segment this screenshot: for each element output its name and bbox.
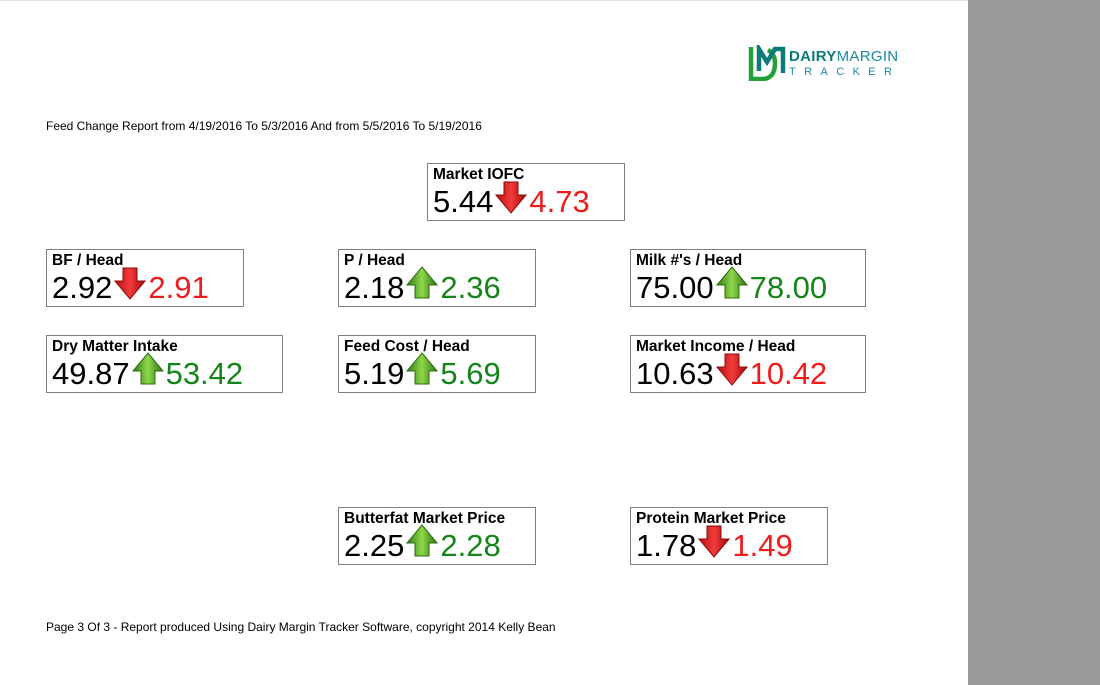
- metric-label: BF / Head: [52, 252, 124, 269]
- up-arrow-icon: [715, 265, 748, 305]
- metric-card-market-income-head: Market Income / Head 10.63 10.42: [630, 335, 866, 393]
- down-arrow-icon: [698, 524, 731, 563]
- metric-label: Milk #'s / Head: [636, 252, 743, 269]
- metric-values: 2.25 2.28: [344, 523, 535, 563]
- logo-word-margin: MARGIN: [836, 48, 899, 65]
- down-arrow-icon: [715, 352, 748, 391]
- dairy-margin-tracker-logo: DAIRYMARGIN TRACKER: [748, 45, 928, 85]
- metric-before-value: 5.44: [433, 183, 494, 219]
- metric-label: Market IOFC: [433, 166, 525, 183]
- metric-values: 1.78 1.49: [636, 524, 827, 563]
- metric-values: 75.00 78.00: [636, 265, 865, 305]
- logo-word-dairy: DAIRY: [789, 48, 837, 65]
- logo-text: DAIRYMARGIN TRACKER: [789, 49, 900, 78]
- up-arrow-icon: [406, 351, 439, 391]
- metric-card-feed-cost-head: Feed Cost / Head 5.19 5.69: [338, 335, 536, 393]
- metric-after-value: 4.73: [529, 183, 590, 219]
- up-arrow-icon: [131, 351, 164, 391]
- metric-before-value: 75.00: [636, 269, 714, 305]
- metric-card-bf-head: BF / Head 2.92 2.91: [46, 249, 244, 307]
- metric-before-value: 2.25: [344, 527, 405, 563]
- metric-after-value: 10.42: [749, 355, 828, 391]
- report-title: Feed Change Report from 4/19/2016 To 5/3…: [46, 119, 482, 133]
- metric-values: 2.18 2.36: [344, 265, 535, 305]
- down-arrow-icon: [114, 266, 147, 305]
- metric-before-value: 2.18: [344, 269, 405, 305]
- metric-values: 2.92 2.91: [52, 266, 243, 305]
- metric-after-value: 78.00: [749, 269, 828, 305]
- metric-after-value: 1.49: [732, 527, 793, 563]
- metric-label: Market Income / Head: [636, 338, 796, 355]
- metric-before-value: 1.78: [636, 527, 697, 563]
- metric-after-value: 2.91: [148, 269, 209, 305]
- metric-label: P / Head: [344, 252, 405, 269]
- metric-values: 5.44 4.73: [433, 180, 624, 219]
- report-page: DAIRYMARGIN TRACKER Feed Change Report f…: [0, 0, 968, 634]
- metric-label: Butterfat Market Price: [344, 510, 506, 527]
- metric-label: Protein Market Price: [636, 510, 786, 527]
- metric-before-value: 10.63: [636, 355, 714, 391]
- metric-values: 5.19 5.69: [344, 351, 535, 391]
- metric-before-value: 5.19: [344, 355, 405, 391]
- metric-after-value: 2.36: [440, 269, 501, 305]
- metric-values: 10.63 10.42: [636, 352, 865, 391]
- metric-after-value: 5.69: [440, 355, 501, 391]
- metric-after-value: 53.42: [165, 355, 244, 391]
- metric-after-value: 2.28: [440, 527, 501, 563]
- logo-word-tracker: TRACKER: [789, 66, 901, 78]
- metric-card-milk-head: Milk #'s / Head 75.00 78.00: [630, 249, 866, 307]
- metric-before-value: 49.87: [52, 355, 130, 391]
- metric-before-value: 2.92: [52, 269, 113, 305]
- report-footer: Page 3 Of 3 - Report produced Using Dair…: [46, 620, 556, 634]
- down-arrow-icon: [495, 180, 528, 219]
- up-arrow-icon: [406, 523, 439, 563]
- metric-card-butterfat-market-price: Butterfat Market Price 2.25 2.28: [338, 507, 536, 565]
- side-panel: [968, 0, 1100, 685]
- up-arrow-icon: [406, 265, 439, 305]
- metric-label: Dry Matter Intake: [52, 338, 178, 355]
- metric-card-market-iofc: Market IOFC 5.44 4.73: [427, 163, 625, 221]
- metric-card-dry-matter-intake: Dry Matter Intake 49.87 53.42: [46, 335, 283, 393]
- metric-label: Feed Cost / Head: [344, 338, 470, 355]
- metric-values: 49.87 53.42: [52, 351, 282, 391]
- metric-card-p-head: P / Head 2.18 2.36: [338, 249, 536, 307]
- dm-logo-icon: [748, 45, 786, 81]
- metric-card-protein-market-price: Protein Market Price 1.78 1.49: [630, 507, 828, 565]
